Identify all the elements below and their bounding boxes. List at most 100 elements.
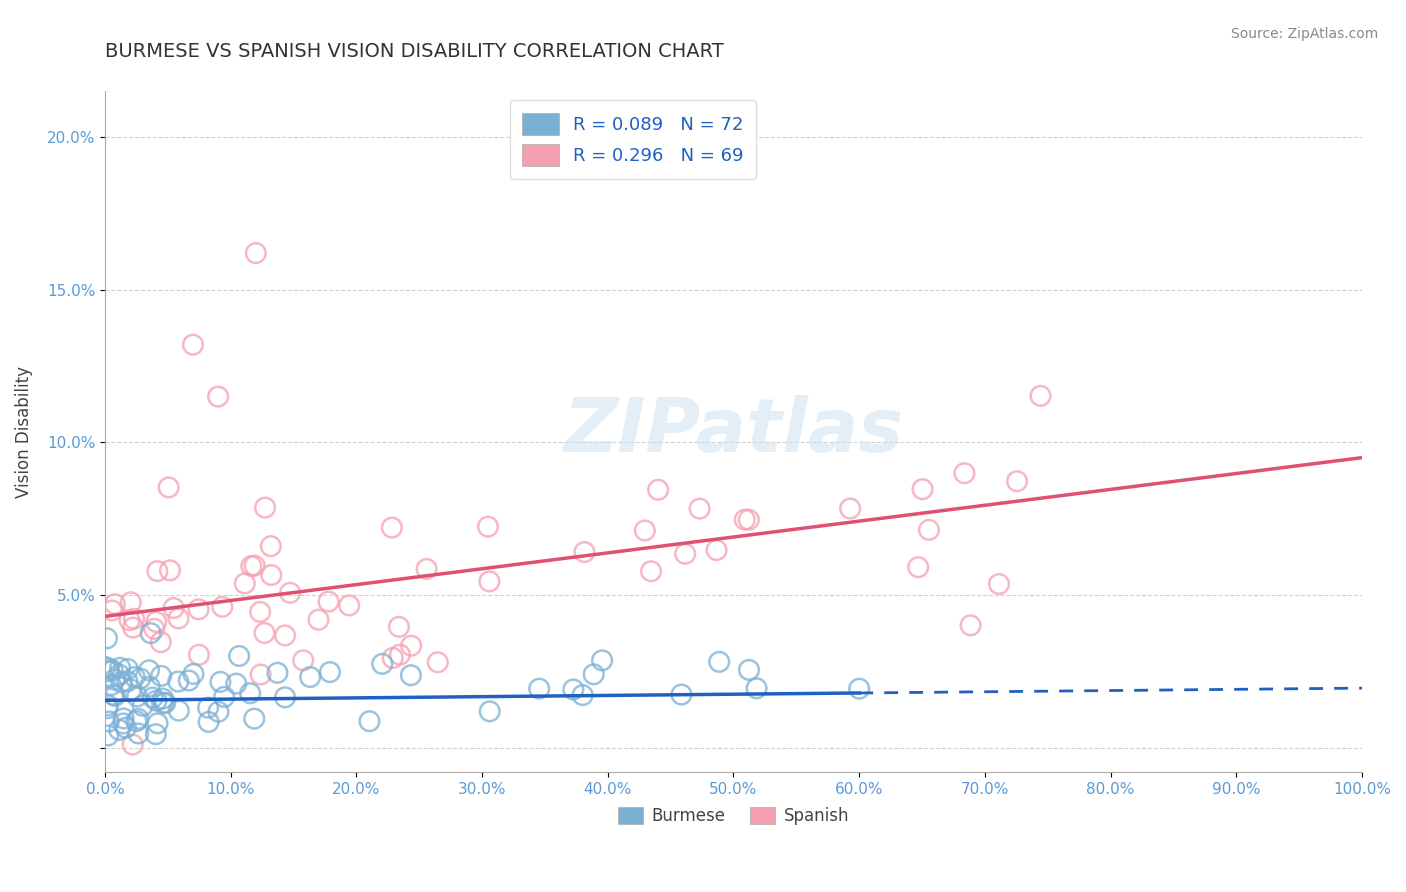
Point <box>131 698 153 713</box>
Point <box>112 716 135 731</box>
Point <box>97 661 120 675</box>
Point <box>143 622 166 636</box>
Point <box>478 704 501 718</box>
Point <box>388 620 411 634</box>
Legend: Burmese, Spanish: Burmese, Spanish <box>612 800 856 831</box>
Point <box>299 670 322 684</box>
Point <box>152 696 174 710</box>
Point <box>243 558 266 573</box>
Point <box>108 667 131 681</box>
Point <box>959 618 981 632</box>
Point <box>738 513 761 527</box>
Point <box>689 501 711 516</box>
Point <box>337 599 360 613</box>
Point <box>207 705 229 719</box>
Point <box>142 690 165 705</box>
Point <box>125 714 148 729</box>
Point <box>274 690 297 705</box>
Point <box>673 547 696 561</box>
Point <box>529 681 551 696</box>
Point <box>308 613 330 627</box>
Point <box>266 665 288 680</box>
Point <box>359 714 381 728</box>
Point <box>104 597 127 611</box>
Point <box>167 674 190 689</box>
Point <box>177 673 200 688</box>
Text: BURMESE VS SPANISH VISION DISABILITY CORRELATION CHART: BURMESE VS SPANISH VISION DISABILITY COR… <box>105 42 724 61</box>
Point <box>582 667 605 681</box>
Point <box>138 680 160 694</box>
Point <box>640 564 662 578</box>
Point <box>907 560 929 574</box>
Point <box>97 664 120 678</box>
Point <box>381 651 404 665</box>
Point <box>260 539 283 553</box>
Point <box>647 483 669 497</box>
Point <box>245 246 267 260</box>
Point <box>371 657 394 671</box>
Point <box>163 601 186 615</box>
Point <box>96 701 118 715</box>
Point <box>918 523 941 537</box>
Point <box>911 482 934 496</box>
Point <box>562 682 585 697</box>
Point <box>127 690 149 704</box>
Point <box>478 574 501 589</box>
Point <box>100 678 122 692</box>
Point <box>103 673 125 687</box>
Point <box>145 693 167 707</box>
Point <box>127 726 149 740</box>
Point <box>477 519 499 533</box>
Point <box>157 480 180 494</box>
Point <box>117 662 139 676</box>
Point <box>225 676 247 690</box>
Point <box>197 700 219 714</box>
Point <box>197 714 219 729</box>
Point <box>239 686 262 700</box>
Point <box>734 513 756 527</box>
Point <box>848 681 870 696</box>
Point <box>97 698 120 713</box>
Point <box>253 626 276 640</box>
Point <box>188 648 211 662</box>
Point <box>159 563 181 577</box>
Point <box>104 689 127 703</box>
Point <box>212 690 235 704</box>
Point <box>122 612 145 626</box>
Point <box>240 559 263 574</box>
Point <box>155 696 177 710</box>
Point <box>426 655 449 669</box>
Point <box>706 543 728 558</box>
Point <box>211 599 233 614</box>
Point <box>381 520 404 534</box>
Point <box>228 648 250 663</box>
Point <box>167 704 190 718</box>
Text: Source: ZipAtlas.com: Source: ZipAtlas.com <box>1230 27 1378 41</box>
Point <box>953 466 976 480</box>
Point <box>150 669 173 683</box>
Point <box>129 672 152 686</box>
Point <box>399 668 422 682</box>
Point <box>120 682 142 697</box>
Point <box>571 688 593 702</box>
Point <box>738 663 761 677</box>
Point <box>145 615 167 629</box>
Point <box>183 667 205 681</box>
Point <box>167 611 190 625</box>
Point <box>249 667 271 681</box>
Point <box>103 688 125 702</box>
Point <box>274 628 297 642</box>
Text: ZIPatlas: ZIPatlas <box>564 395 904 468</box>
Point <box>146 716 169 731</box>
Point <box>138 664 160 678</box>
Point <box>108 661 131 675</box>
Point <box>243 712 266 726</box>
Point <box>96 632 118 646</box>
Point <box>574 545 596 559</box>
Point <box>233 576 256 591</box>
Point <box>110 675 132 690</box>
Point <box>260 568 283 582</box>
Point <box>634 524 657 538</box>
Point <box>1005 474 1028 488</box>
Point <box>120 595 142 609</box>
